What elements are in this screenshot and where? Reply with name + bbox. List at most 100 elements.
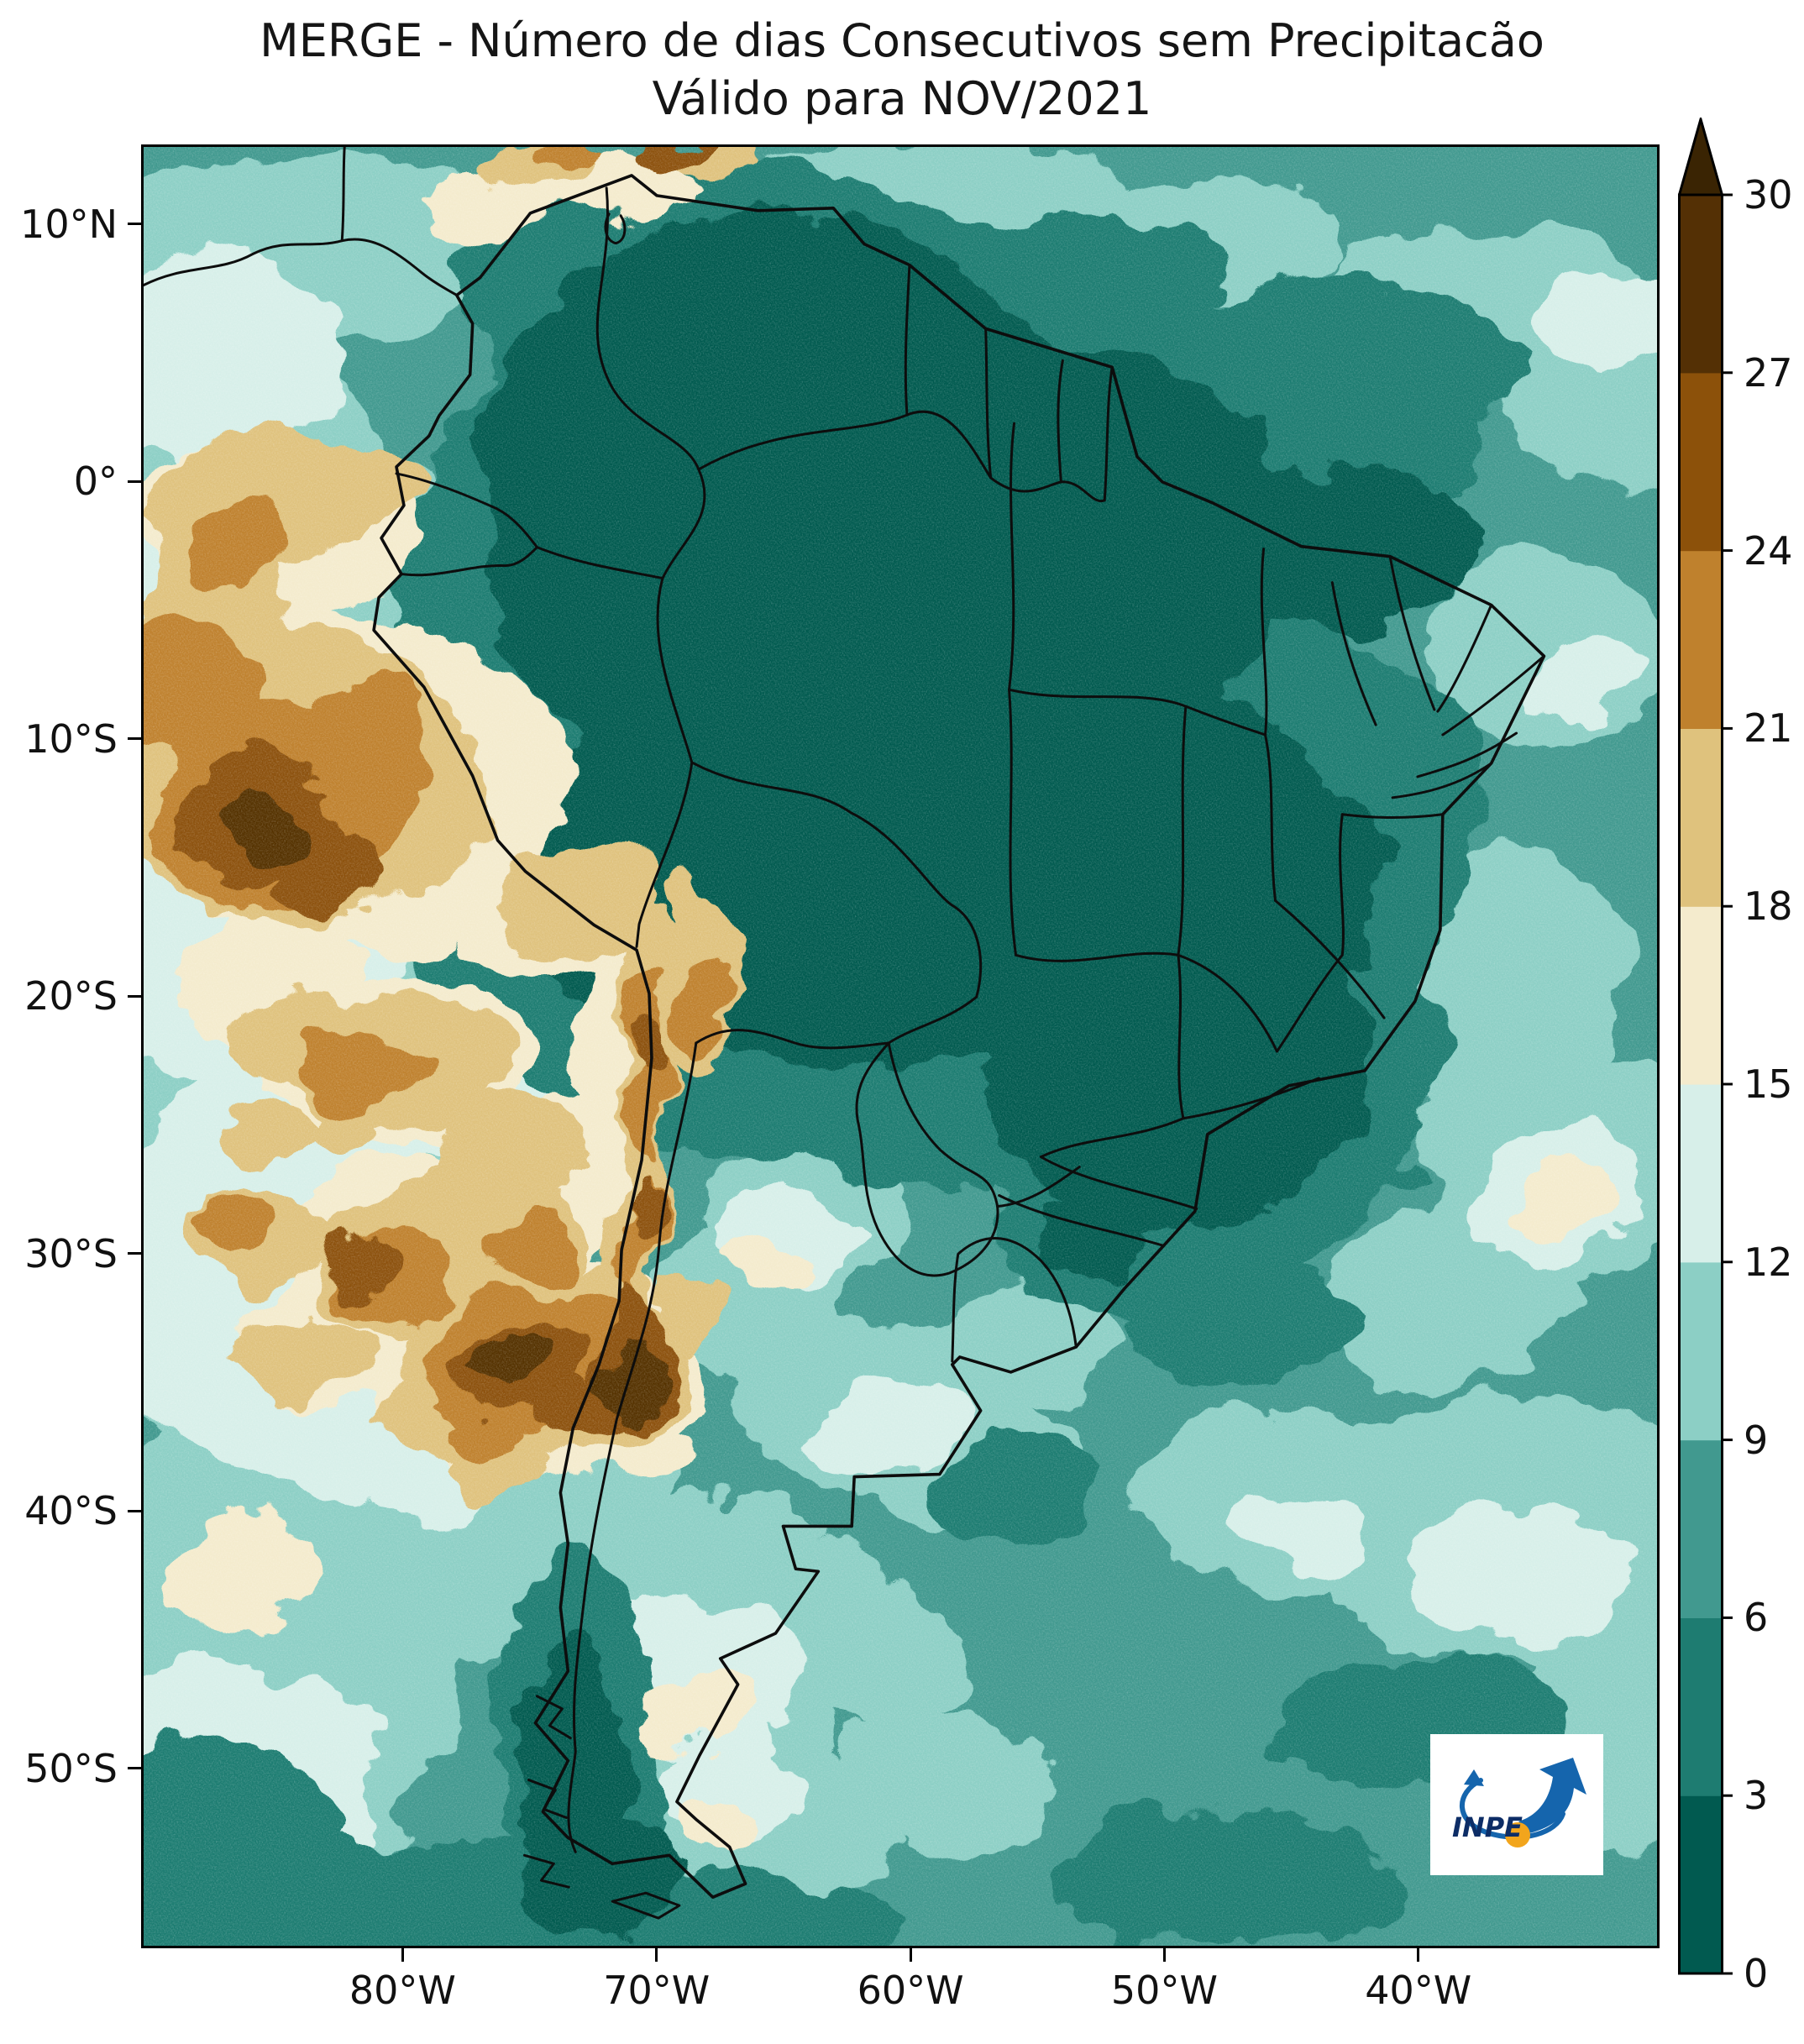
x-tick-mark — [909, 1948, 912, 1962]
fjords — [527, 1779, 568, 1819]
state-border — [1008, 422, 1016, 691]
x-tick-mark — [1162, 1948, 1166, 1962]
ecuador-peru-border — [400, 546, 538, 577]
peru-bolivia-border — [635, 761, 694, 948]
colorbar-tick-label: 6 — [1744, 1595, 1769, 1641]
state-border — [1008, 688, 1267, 736]
x-tick-mark — [655, 1948, 658, 1962]
state-border — [1340, 813, 1445, 819]
chile-argentina-border — [567, 1041, 698, 1853]
y-tick-label: 10°S — [24, 715, 118, 762]
state-border — [1260, 548, 1268, 736]
fjords — [535, 1695, 572, 1740]
colorbar-tick-label: 27 — [1744, 349, 1793, 396]
map-plot-area: INPE — [141, 144, 1660, 1948]
x-tick-mark — [401, 1948, 404, 1962]
fjords — [522, 1853, 570, 1889]
colorbar-tick-label: 3 — [1744, 1773, 1769, 1819]
inpe-logo-graphic: INPE — [1452, 1758, 1586, 1847]
state-border — [1330, 581, 1377, 726]
y-tick-mark — [128, 1767, 141, 1769]
state-border — [998, 1194, 1165, 1247]
inpe-logo: INPE — [1430, 1734, 1603, 1875]
y-tick-mark — [128, 1509, 141, 1512]
state-border — [1264, 733, 1277, 902]
suriname-fg-border — [1057, 359, 1064, 484]
panama-coast — [144, 238, 459, 297]
colorbar-graphic — [1677, 114, 1733, 1975]
state-border — [1039, 1117, 1185, 1159]
paraguay-border — [855, 1041, 999, 1277]
inpe-arrow — [1518, 1758, 1586, 1833]
chart-title: MERGE - Número de dias Consecutivos sem … — [0, 12, 1804, 128]
colorbar-tick-label: 24 — [1744, 527, 1793, 574]
y-tick-mark — [128, 480, 141, 483]
colorbar-tick-label: 21 — [1744, 705, 1793, 752]
brazil-north-border — [697, 410, 1106, 503]
colorbar-tick-label: 9 — [1744, 1417, 1769, 1463]
state-border — [1039, 1156, 1198, 1210]
inpe-swoosh — [1459, 1778, 1565, 1840]
state-border — [1388, 555, 1436, 711]
brazil-colombia-border — [661, 468, 706, 580]
y-tick-label: 10°N — [20, 201, 118, 247]
y-tick-mark — [128, 1252, 141, 1255]
x-tick-label: 60°W — [857, 1968, 964, 2013]
french-guiana-border — [1103, 365, 1114, 502]
state-border — [1182, 1077, 1320, 1120]
argentina-brazil-border — [996, 1166, 1081, 1208]
y-tick-mark — [128, 223, 141, 226]
state-border — [1274, 899, 1386, 1019]
x-tick-label: 80°W — [349, 1968, 456, 2013]
inpe-logo-text: INPE — [1452, 1811, 1523, 1843]
x-tick-label: 40°W — [1365, 1968, 1472, 2013]
colorbar-tick-label: 12 — [1744, 1239, 1793, 1285]
venezuela-colombia-border — [595, 186, 700, 471]
colorbar-tick-label: 30 — [1744, 172, 1793, 218]
y-tick-label: 0° — [73, 459, 118, 505]
state-border — [1416, 731, 1518, 778]
y-tick-label: 40°S — [24, 1488, 118, 1534]
state-border — [1391, 762, 1493, 799]
uruguay-border — [951, 1236, 1078, 1363]
chart-title-line1: MERGE - Número de dias Consecutivos sem … — [260, 14, 1544, 67]
x-tick-label: 70°W — [603, 1968, 711, 2013]
colorbar-tick-label: 15 — [1744, 1061, 1793, 1107]
peru-brazil-border — [656, 577, 694, 764]
colorbar-tick-label: 18 — [1744, 883, 1793, 930]
colorbar-tick-label: 0 — [1744, 1951, 1769, 1996]
inpe-swoosh-head — [1464, 1769, 1484, 1786]
x-tick-mark — [1417, 1948, 1420, 1962]
guyana-border — [904, 264, 911, 417]
state-border — [1177, 705, 1188, 956]
y-tick-label: 30°S — [24, 1230, 118, 1276]
bolivia-brazil-border — [690, 761, 983, 998]
state-border — [1008, 688, 1018, 956]
lake-maracaibo — [604, 212, 627, 245]
y-tick-mark — [128, 737, 141, 741]
inpe-ball — [1505, 1822, 1530, 1847]
colombia-ecuador-border — [395, 472, 538, 549]
tierra-del-fuego-islands — [611, 1891, 681, 1920]
x-tick-label: 50°W — [1110, 1968, 1218, 2013]
state-border — [1441, 654, 1545, 736]
country-and-state-borders — [144, 147, 1546, 1920]
state-border — [1339, 813, 1345, 956]
south-america-coastline — [372, 174, 1546, 1899]
y-tick-mark — [128, 994, 141, 998]
colorbar — [1677, 114, 1733, 1976]
panama-border — [340, 147, 346, 243]
state-border — [1177, 953, 1279, 1053]
state-border — [1177, 953, 1185, 1120]
precipitation-heatmap — [144, 147, 1657, 1946]
y-tick-label: 50°S — [24, 1745, 118, 1791]
bolivia-south-border — [695, 995, 978, 1050]
colombia-peru-border — [535, 546, 664, 580]
y-tick-label: 20°S — [24, 973, 118, 1019]
speckle-texture — [144, 147, 1657, 1946]
chart-title-line2: Válido para NOV/2021 — [652, 72, 1152, 126]
state-border — [1276, 953, 1344, 1053]
suriname-border — [984, 327, 993, 480]
state-border — [1436, 603, 1493, 713]
